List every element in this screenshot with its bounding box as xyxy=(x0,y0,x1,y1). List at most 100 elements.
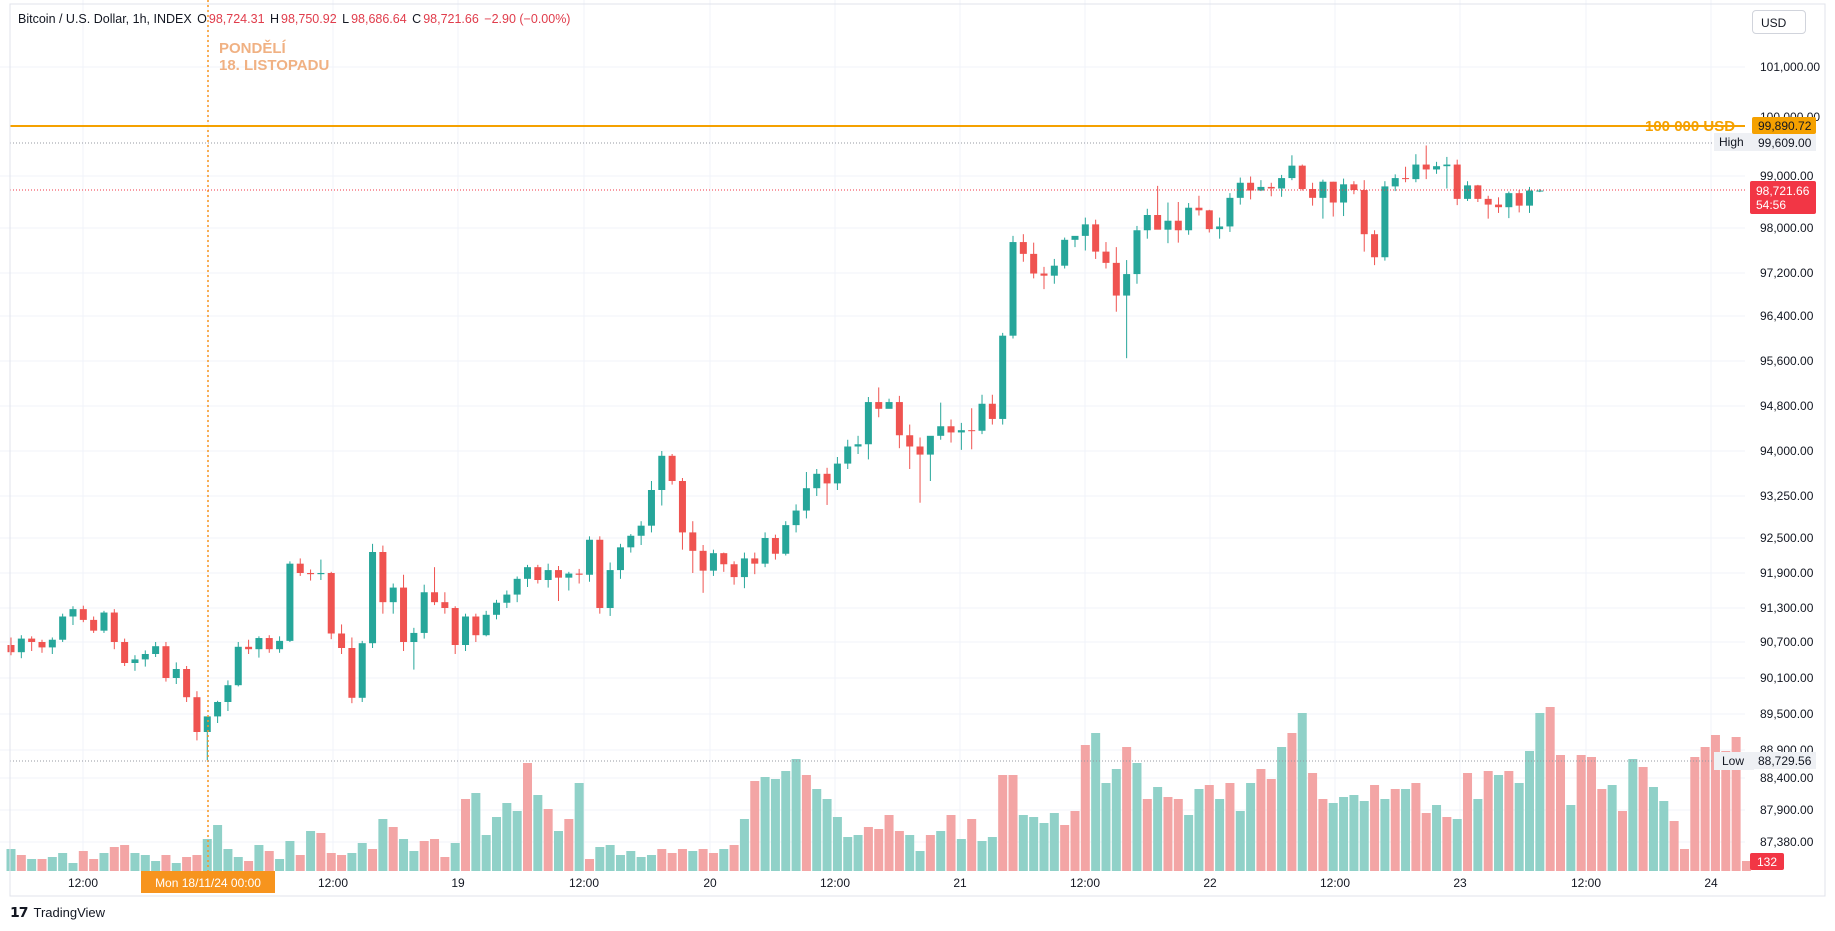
volume-bar xyxy=(1525,751,1535,871)
candle-body xyxy=(606,570,614,608)
candle-body xyxy=(482,614,490,636)
volume-bar xyxy=(47,857,57,871)
time-tick-label: 12:00 xyxy=(820,876,850,890)
candle-body xyxy=(1422,164,1430,170)
volume-bar xyxy=(1483,771,1493,871)
volume-tag xyxy=(1750,853,1784,870)
low-label: L xyxy=(342,12,350,26)
low-price-tag xyxy=(1752,752,1816,769)
candle-body xyxy=(1329,181,1337,203)
volume-bar xyxy=(936,831,946,871)
time-tick-label: 22 xyxy=(1203,876,1217,890)
candle-body xyxy=(1143,215,1151,231)
time-tick-label: 12:00 xyxy=(1070,876,1100,890)
volume-bar xyxy=(574,783,584,871)
candle-body xyxy=(1505,193,1513,208)
volume-bar xyxy=(1669,821,1679,871)
last-price-tag-text: 98,721.66 xyxy=(1756,184,1810,198)
volume-bar xyxy=(1153,787,1163,871)
tradingview-brand[interactable]: 𝟭𝟳 TradingView xyxy=(10,904,105,921)
candle-body xyxy=(823,473,831,484)
candle-body xyxy=(100,612,108,631)
close-value: 98,721.66 xyxy=(423,12,479,26)
volume-bar xyxy=(37,859,47,871)
volume-bar xyxy=(781,771,791,871)
candle-body xyxy=(813,473,821,489)
volume-bar xyxy=(1349,795,1359,871)
volume-bar xyxy=(998,775,1008,871)
volume-bar xyxy=(347,853,357,871)
candle-body xyxy=(38,642,46,648)
low-price-tag-text: 88,729.56 xyxy=(1758,754,1812,768)
candle-body xyxy=(286,563,294,641)
candle-body xyxy=(534,567,542,580)
volume-bar xyxy=(615,855,625,871)
candle-body xyxy=(1174,220,1182,231)
price-tick-label: 96,400.00 xyxy=(1760,309,1814,323)
volume-bar xyxy=(1710,735,1720,871)
volume-bar xyxy=(636,857,646,871)
candle-body xyxy=(699,550,707,571)
volume-bar xyxy=(1586,757,1596,871)
volume-bar xyxy=(1494,775,1504,871)
volume-bar xyxy=(564,819,574,871)
volume-bar xyxy=(6,849,16,871)
candle-body xyxy=(441,602,449,608)
volume-bar xyxy=(1122,747,1132,871)
volume-bar xyxy=(884,815,894,871)
volume-bar xyxy=(1411,783,1421,871)
candle-body xyxy=(90,619,98,631)
close-label: C xyxy=(412,12,422,26)
crosshair-time-tag xyxy=(141,871,275,893)
volume-bar xyxy=(109,847,119,871)
candle-body xyxy=(957,430,965,433)
volume-bar xyxy=(1049,813,1059,871)
candle-body xyxy=(327,573,335,634)
symbol-title[interactable]: Bitcoin / U.S. Dollar, 1h, INDEX xyxy=(18,12,192,26)
currency-button[interactable]: USD xyxy=(1752,10,1806,34)
day-annotation-date: 18. LISTOPADU xyxy=(219,57,329,74)
price-axis[interactable]: 101,000.00 99,000.00 98,000.00 97,200.00 96,… xyxy=(1750,60,1820,870)
candle-body xyxy=(854,444,862,447)
candlesticks xyxy=(7,145,1544,761)
volume-bar xyxy=(440,857,450,871)
candle-body xyxy=(1474,185,1482,199)
candle-body xyxy=(1443,164,1451,167)
candle-body xyxy=(493,602,501,615)
candle-body xyxy=(1453,164,1461,199)
volume-bar xyxy=(316,833,326,871)
candle-body xyxy=(1536,190,1544,192)
volume-bar xyxy=(1432,805,1442,871)
candle-body xyxy=(152,646,160,654)
candle-body xyxy=(1391,178,1399,187)
candle-body xyxy=(317,573,325,575)
candle-body xyxy=(48,639,56,648)
candle-body xyxy=(420,592,428,633)
candle-body xyxy=(616,547,624,571)
volume-bar xyxy=(1390,789,1400,871)
volume-bar xyxy=(357,843,367,871)
candle-body xyxy=(389,587,397,603)
volume-bar xyxy=(58,853,68,871)
volume-bar xyxy=(553,831,563,871)
candle-body xyxy=(59,616,67,640)
candle-body xyxy=(234,646,242,686)
low-tag-label: Low xyxy=(1722,754,1744,768)
price-tick-label: 99,000.00 xyxy=(1760,169,1814,183)
change-value: −2.90 (−0.00%) xyxy=(484,12,571,26)
volume-bar xyxy=(1297,713,1307,871)
volume-bar xyxy=(770,779,780,871)
volume-bar xyxy=(1308,773,1318,871)
volume-bar xyxy=(1690,757,1700,871)
volume-bar xyxy=(192,855,202,871)
volume-bar xyxy=(182,857,192,871)
candle-body xyxy=(895,402,903,436)
time-tick-label: 12:00 xyxy=(68,876,98,890)
candle-body xyxy=(1226,197,1234,227)
high-value: 98,750.92 xyxy=(281,12,337,26)
time-axis[interactable]: 12:00 12:00 19 12:00 20 12:00 21 12:00 22 12:00 23… xyxy=(68,871,1718,893)
candle-body xyxy=(1298,165,1306,189)
candle-body xyxy=(1319,181,1327,198)
